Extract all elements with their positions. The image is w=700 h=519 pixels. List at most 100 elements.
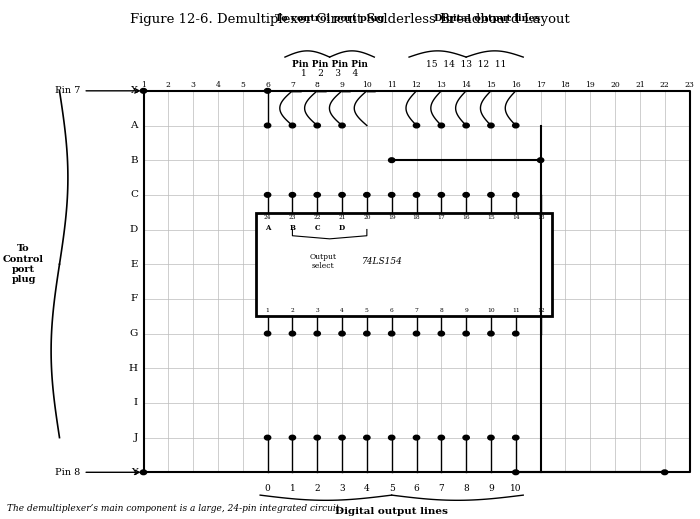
Circle shape <box>314 123 321 128</box>
Circle shape <box>289 193 295 197</box>
Text: 12: 12 <box>537 308 545 313</box>
Circle shape <box>413 435 419 440</box>
Circle shape <box>438 331 444 336</box>
Text: 8: 8 <box>440 308 443 313</box>
Text: 2: 2 <box>314 484 320 493</box>
Circle shape <box>289 435 295 440</box>
Text: 23: 23 <box>685 81 694 89</box>
Circle shape <box>463 331 469 336</box>
Text: 4: 4 <box>364 484 370 493</box>
Text: 17: 17 <box>438 215 445 221</box>
Text: 3: 3 <box>316 308 319 313</box>
Text: Pin 8: Pin 8 <box>55 468 139 477</box>
Text: 16: 16 <box>462 215 470 221</box>
Text: 13: 13 <box>537 215 545 221</box>
Text: 20: 20 <box>363 215 370 221</box>
Circle shape <box>289 123 295 128</box>
Text: 10: 10 <box>510 484 522 493</box>
Text: 11: 11 <box>387 81 397 89</box>
Text: 5: 5 <box>389 484 395 493</box>
Text: 1: 1 <box>266 308 270 313</box>
Text: Figure 12-6. Demultiplexer Circuit Solderless Breadboard Layout: Figure 12-6. Demultiplexer Circuit Solde… <box>130 13 570 26</box>
Text: A: A <box>265 224 270 233</box>
Text: 5: 5 <box>365 308 369 313</box>
Text: 2: 2 <box>290 308 294 313</box>
Circle shape <box>364 193 370 197</box>
Circle shape <box>512 193 519 197</box>
Circle shape <box>389 158 395 162</box>
Text: Digital output lines: Digital output lines <box>434 15 540 23</box>
Text: 12: 12 <box>412 81 421 89</box>
Circle shape <box>389 435 395 440</box>
Text: Digital output lines: Digital output lines <box>335 507 448 516</box>
Text: E: E <box>130 260 138 269</box>
Text: 74LS154: 74LS154 <box>362 257 402 266</box>
Circle shape <box>538 158 544 162</box>
Circle shape <box>140 89 147 93</box>
Text: 10: 10 <box>362 81 372 89</box>
Circle shape <box>438 435 444 440</box>
Text: To
Control
port
plug: To Control port plug <box>3 244 44 284</box>
Text: A: A <box>130 121 138 130</box>
Text: 9: 9 <box>464 308 468 313</box>
Circle shape <box>488 331 494 336</box>
Circle shape <box>364 435 370 440</box>
Text: 7: 7 <box>438 484 444 493</box>
Circle shape <box>413 123 419 128</box>
Text: B: B <box>130 156 138 165</box>
Text: 19: 19 <box>388 215 395 221</box>
Text: 22: 22 <box>314 215 321 221</box>
Text: 1: 1 <box>290 484 295 493</box>
Circle shape <box>662 470 668 475</box>
Text: H: H <box>129 364 138 373</box>
Text: 8: 8 <box>315 81 320 89</box>
Text: 10: 10 <box>487 308 495 313</box>
Text: Y: Y <box>132 468 138 477</box>
Circle shape <box>488 123 494 128</box>
Text: 1    2    3    4: 1 2 3 4 <box>301 69 358 77</box>
Text: 21: 21 <box>338 215 346 221</box>
Text: 20: 20 <box>610 81 620 89</box>
Circle shape <box>389 193 395 197</box>
Text: 14: 14 <box>512 215 519 221</box>
Circle shape <box>463 193 469 197</box>
Circle shape <box>512 470 519 475</box>
Circle shape <box>339 123 345 128</box>
Circle shape <box>512 435 519 440</box>
Circle shape <box>339 435 345 440</box>
Circle shape <box>289 331 295 336</box>
Text: F: F <box>131 294 138 304</box>
Circle shape <box>265 89 271 93</box>
Circle shape <box>389 331 395 336</box>
Text: 6: 6 <box>414 484 419 493</box>
Text: 14: 14 <box>461 81 471 89</box>
Text: I: I <box>134 399 138 407</box>
Text: 8: 8 <box>463 484 469 493</box>
Text: The demultiplexer’s main component is a large, 24-pin integrated circuit.: The demultiplexer’s main component is a … <box>7 504 342 513</box>
Text: 13: 13 <box>436 81 447 89</box>
Bar <box>256 213 552 316</box>
Text: 24: 24 <box>264 215 272 221</box>
Text: 7: 7 <box>414 308 419 313</box>
Text: 18: 18 <box>561 81 570 89</box>
Circle shape <box>339 331 345 336</box>
Text: 1: 1 <box>141 81 146 89</box>
Text: 3: 3 <box>190 81 195 89</box>
Text: D: D <box>130 225 138 234</box>
Text: 5: 5 <box>240 81 245 89</box>
Text: X: X <box>131 86 138 95</box>
Circle shape <box>314 331 321 336</box>
Text: To control port plug: To control port plug <box>275 15 384 23</box>
Circle shape <box>512 123 519 128</box>
Text: 17: 17 <box>536 81 545 89</box>
Circle shape <box>265 193 271 197</box>
Text: 19: 19 <box>585 81 595 89</box>
Text: 18: 18 <box>413 215 420 221</box>
Text: B: B <box>289 224 295 233</box>
Circle shape <box>413 331 419 336</box>
Circle shape <box>314 435 321 440</box>
Circle shape <box>488 193 494 197</box>
Text: 6: 6 <box>390 308 393 313</box>
Circle shape <box>488 435 494 440</box>
Text: 16: 16 <box>511 81 521 89</box>
